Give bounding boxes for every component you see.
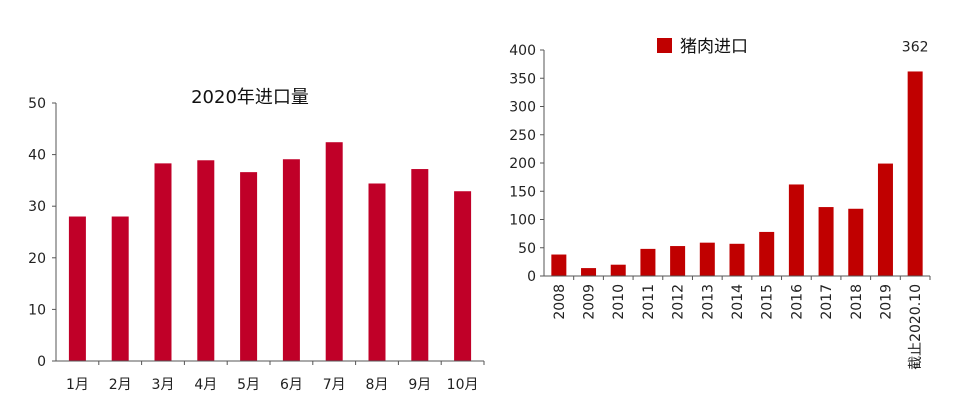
- bar: [454, 191, 472, 361]
- x-tick-label: 2009: [582, 284, 598, 320]
- x-tick-label: 8月: [366, 377, 389, 393]
- bar: [581, 268, 597, 276]
- x-tick-label: 2011: [641, 284, 657, 320]
- bar: [411, 169, 429, 361]
- y-tick-label: 30: [28, 199, 46, 215]
- bar: [240, 172, 258, 361]
- y-tick-label: 200: [509, 156, 536, 172]
- legend-swatch: [657, 38, 672, 53]
- x-tick-label: 截止2020.10: [908, 284, 924, 370]
- bar: [640, 248, 656, 276]
- legend-label: 猪肉进口: [680, 37, 748, 57]
- x-tick-label: 2018: [849, 284, 865, 320]
- y-axis-ticks: 0 50 100 150 200 250 300 350 400: [509, 43, 544, 285]
- y-tick-label: 250: [509, 128, 536, 144]
- bar: [610, 264, 626, 276]
- x-tick-label: 9月: [408, 377, 431, 393]
- y-tick-label: 300: [509, 100, 536, 116]
- y-axis-ticks: 0 10 20 30 40 50: [28, 96, 56, 370]
- x-tick-label: 2月: [109, 377, 132, 393]
- x-tick-label: 10月: [447, 377, 479, 393]
- x-tick-label: 5月: [237, 377, 260, 393]
- y-tick-label: 150: [509, 184, 536, 200]
- bar: [699, 242, 715, 276]
- x-tick-label: 6月: [280, 377, 303, 393]
- bar: [551, 254, 567, 276]
- x-tick-label: 3月: [152, 377, 175, 393]
- y-tick-label: 40: [28, 148, 46, 164]
- bar: [848, 208, 864, 276]
- bar: [368, 183, 386, 361]
- x-tick-label: 2014: [730, 284, 746, 320]
- bar: [68, 216, 86, 361]
- bar: [670, 246, 686, 276]
- y-tick-label: 50: [518, 241, 536, 257]
- bar: [907, 71, 923, 276]
- x-tick-label: 2008: [552, 284, 568, 320]
- x-tick-label: 7月: [323, 377, 346, 393]
- x-tick-label: 4月: [194, 377, 217, 393]
- bar: [759, 231, 775, 276]
- x-tick-label: 2016: [789, 284, 805, 320]
- data-labels: 362: [902, 39, 929, 55]
- x-tick-label: 2013: [700, 284, 716, 320]
- y-tick-label: 20: [28, 251, 46, 267]
- y-tick-label: 0: [37, 354, 46, 370]
- bar: [282, 159, 300, 361]
- x-axis-ticks: 1月 2月 3月 4月 5月 6月 7月 8月 9月 10月: [66, 361, 485, 393]
- bars: [551, 71, 923, 276]
- data-label: 362: [902, 39, 929, 55]
- bars: [68, 142, 472, 361]
- bar: [729, 243, 745, 276]
- x-tick-label: 2010: [611, 284, 627, 320]
- y-tick-label: 350: [509, 71, 536, 87]
- x-tick-label: 2015: [760, 284, 776, 320]
- bar: [877, 163, 893, 276]
- bar: [325, 142, 343, 361]
- x-axis-ticks: 2008 2009 2010 2011 2012 2013 2014 2015 2016 2017…: [552, 276, 931, 370]
- y-tick-label: 0: [527, 269, 536, 285]
- x-tick-label: 2012: [671, 284, 687, 320]
- x-tick-label: 2017: [819, 284, 835, 320]
- bar: [818, 207, 834, 276]
- bar: [154, 163, 172, 361]
- bar: [788, 184, 804, 276]
- bar: [111, 216, 129, 361]
- y-tick-label: 100: [509, 213, 536, 229]
- y-tick-label: 50: [28, 96, 46, 112]
- x-tick-label: 2019: [878, 284, 894, 320]
- bar: [197, 160, 215, 361]
- chart-title: 2020年进口量: [191, 87, 309, 108]
- y-tick-label: 400: [509, 43, 536, 59]
- x-tick-label: 1月: [66, 377, 89, 393]
- y-tick-label: 10: [28, 302, 46, 318]
